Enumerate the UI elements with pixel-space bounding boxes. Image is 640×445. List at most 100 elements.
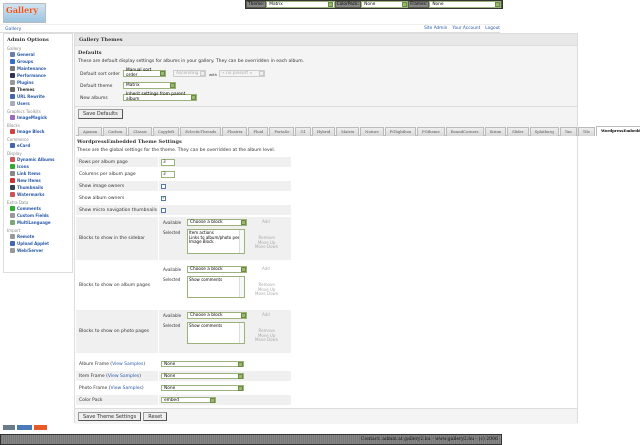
gallery-logo[interactable]: Gallery bbox=[3, 3, 46, 23]
tab-slider[interactable]: Slider bbox=[507, 127, 529, 136]
tab-wordpressembedded[interactable]: WordpressEmbedded bbox=[595, 126, 640, 136]
add-block-button[interactable]: Add bbox=[262, 312, 270, 317]
sidebar-item[interactable]: URL Rewrite bbox=[7, 93, 69, 100]
micro-thumbnails-checkbox[interactable] bbox=[161, 207, 166, 213]
tab-matrix[interactable]: Matrix bbox=[336, 127, 360, 136]
sidebar-item[interactable]: Groups bbox=[7, 58, 69, 65]
move-down-button[interactable]: Move Down bbox=[255, 244, 279, 249]
tab-ajaxian[interactable]: Ajaxian bbox=[78, 127, 103, 136]
move-up-button[interactable]: Move Up bbox=[257, 239, 276, 245]
sidebar-item[interactable]: Remote bbox=[7, 233, 69, 240]
sidebar-item[interactable]: Web/Server bbox=[7, 247, 69, 254]
tab-siriux[interactable]: Siriux bbox=[484, 127, 507, 136]
sidebar-item[interactable]: New Items bbox=[7, 177, 69, 184]
your-account-link[interactable]: Your Account bbox=[452, 26, 481, 31]
move-down-button[interactable]: Move Down bbox=[255, 337, 279, 342]
sidebar-item-label: General bbox=[17, 52, 35, 57]
sidebar-item[interactable]: Image Block bbox=[7, 128, 69, 135]
save-theme-settings-button[interactable]: Save Theme Settings bbox=[78, 412, 142, 421]
sidebar-item[interactable]: General bbox=[7, 51, 69, 58]
remove-block-button[interactable]: Remove bbox=[258, 235, 275, 240]
sidebar-group-heading: Commerce bbox=[7, 137, 29, 142]
color-pack-select[interactable]: embed bbox=[161, 396, 216, 404]
item-frame-select[interactable]: None bbox=[161, 372, 244, 380]
available-blocks-select[interactable]: Choose a block bbox=[187, 266, 247, 273]
sidebar-item[interactable]: eCard bbox=[7, 142, 69, 149]
remove-block-button[interactable]: Remove bbox=[258, 282, 275, 287]
theme-select[interactable]: Matrix bbox=[266, 1, 335, 8]
save-defaults-button[interactable]: Save Defaults bbox=[78, 109, 123, 119]
album-owners-label: Show album owners bbox=[79, 195, 125, 201]
tab-floatrix[interactable]: Floatrix bbox=[222, 127, 248, 136]
tab-carbon[interactable]: Carbon bbox=[103, 127, 128, 136]
rows-input[interactable]: 3 bbox=[161, 158, 175, 166]
default-theme-select[interactable]: Matrix bbox=[123, 82, 176, 89]
selected-blocks-list[interactable]: Show comments bbox=[187, 322, 245, 344]
selected-blocks-list[interactable]: Item actions Links to album/photo peers … bbox=[187, 229, 245, 254]
album-frame-select[interactable]: None bbox=[161, 360, 244, 368]
tab-copyleft[interactable]: Copyleft bbox=[153, 127, 180, 136]
sidebar-item[interactable]: Custom Fields bbox=[7, 212, 69, 219]
breadcrumb-gallery[interactable]: Gallery bbox=[5, 27, 22, 32]
user-links: Site Admin Your Account Logout bbox=[424, 26, 500, 31]
photo-frame-select[interactable]: None bbox=[161, 384, 244, 392]
tab-hybrid[interactable]: Hybrid bbox=[311, 127, 336, 136]
tab-eclecticthreads[interactable]: EclecticThreads bbox=[180, 127, 222, 136]
sidebar-item[interactable]: ImageMagick bbox=[7, 114, 69, 121]
colorpack-select[interactable]: None bbox=[361, 1, 409, 8]
sidebar-item[interactable]: Users bbox=[7, 100, 69, 107]
item-frame-label: Item Frame (View Samples) bbox=[79, 373, 141, 379]
album-frame-label: Album Frame (View Samples) bbox=[79, 361, 146, 367]
tab-classic[interactable]: Classic bbox=[128, 127, 153, 136]
view-samples-link[interactable]: View Samples bbox=[112, 361, 144, 367]
tab-splatburg[interactable]: Splatburg bbox=[529, 127, 559, 136]
frames-select[interactable]: None bbox=[429, 1, 501, 8]
sidebar-item[interactable]: Upload Applet bbox=[7, 240, 69, 247]
move-down-button[interactable]: Move Down bbox=[255, 291, 279, 296]
sidebar-item-icon bbox=[10, 241, 15, 246]
view-samples-link[interactable]: View Samples bbox=[110, 385, 142, 391]
sidebar-item[interactable]: Dynamic Albums bbox=[7, 156, 69, 163]
reset-button[interactable]: Reset bbox=[143, 412, 168, 421]
available-blocks-select[interactable]: Choose a block bbox=[187, 312, 247, 319]
tab-pgtheme[interactable]: PGtheme bbox=[417, 127, 445, 136]
tab-g1[interactable]: G1 bbox=[295, 127, 311, 136]
image-owners-label: Show image owners bbox=[79, 183, 125, 189]
tab-nature[interactable]: Nature bbox=[360, 127, 384, 136]
site-admin-link[interactable]: Site Admin bbox=[424, 26, 448, 31]
sidebar-item[interactable]: Themes bbox=[7, 86, 69, 93]
album-owners-checkbox[interactable] bbox=[161, 195, 166, 201]
php-badge[interactable] bbox=[34, 425, 47, 430]
move-up-button[interactable]: Move Up bbox=[257, 332, 276, 338]
tab-portase[interactable]: PortaSe bbox=[269, 127, 295, 136]
tab-pglightbox[interactable]: PGlightbox bbox=[384, 127, 417, 136]
view-samples-link[interactable]: View Samples bbox=[107, 373, 140, 379]
sidebar-item[interactable]: MultiLanguage bbox=[7, 219, 69, 226]
tab-tan[interactable]: Tan bbox=[559, 127, 577, 136]
logout-link[interactable]: Logout bbox=[485, 26, 500, 31]
available-blocks-select[interactable]: Choose a block bbox=[187, 219, 247, 226]
sidebar-item[interactable]: Link Items bbox=[7, 170, 69, 177]
sidebar-item[interactable]: Plugins bbox=[7, 79, 69, 86]
sidebar-item[interactable]: Performance bbox=[7, 72, 69, 79]
sidebar-item[interactable]: Watermarks bbox=[7, 191, 69, 198]
move-up-button[interactable]: Move Up bbox=[257, 286, 276, 292]
w3c-css-badge[interactable] bbox=[17, 425, 32, 430]
tab-roundcorners[interactable]: RoundCorners bbox=[445, 127, 484, 136]
w3c-xhtml-badge[interactable] bbox=[3, 425, 15, 430]
add-block-button[interactable]: Add bbox=[262, 219, 270, 224]
add-block-button[interactable]: Add bbox=[262, 266, 270, 271]
tab-tile[interactable]: Tile bbox=[577, 127, 595, 136]
columns-input[interactable]: 3 bbox=[161, 170, 175, 178]
remove-block-button[interactable]: Remove bbox=[258, 328, 275, 333]
sidebar-item[interactable]: Icons bbox=[7, 163, 69, 170]
new-albums-select[interactable]: Inherit settings from parent album bbox=[123, 92, 197, 102]
sidebar-item[interactable]: Maintenance bbox=[7, 65, 69, 72]
image-owners-checkbox[interactable] bbox=[161, 183, 166, 189]
sidebar-item[interactable]: Comments bbox=[7, 205, 69, 212]
tab-fluid[interactable]: Fluid bbox=[248, 127, 269, 136]
sidebar-item[interactable]: Thumbnails bbox=[7, 184, 69, 191]
selected-blocks-list[interactable]: Show comments bbox=[187, 276, 245, 298]
sort-order-select[interactable]: Manual sort order bbox=[123, 68, 166, 78]
rows-label: Rows per album page bbox=[79, 159, 128, 165]
